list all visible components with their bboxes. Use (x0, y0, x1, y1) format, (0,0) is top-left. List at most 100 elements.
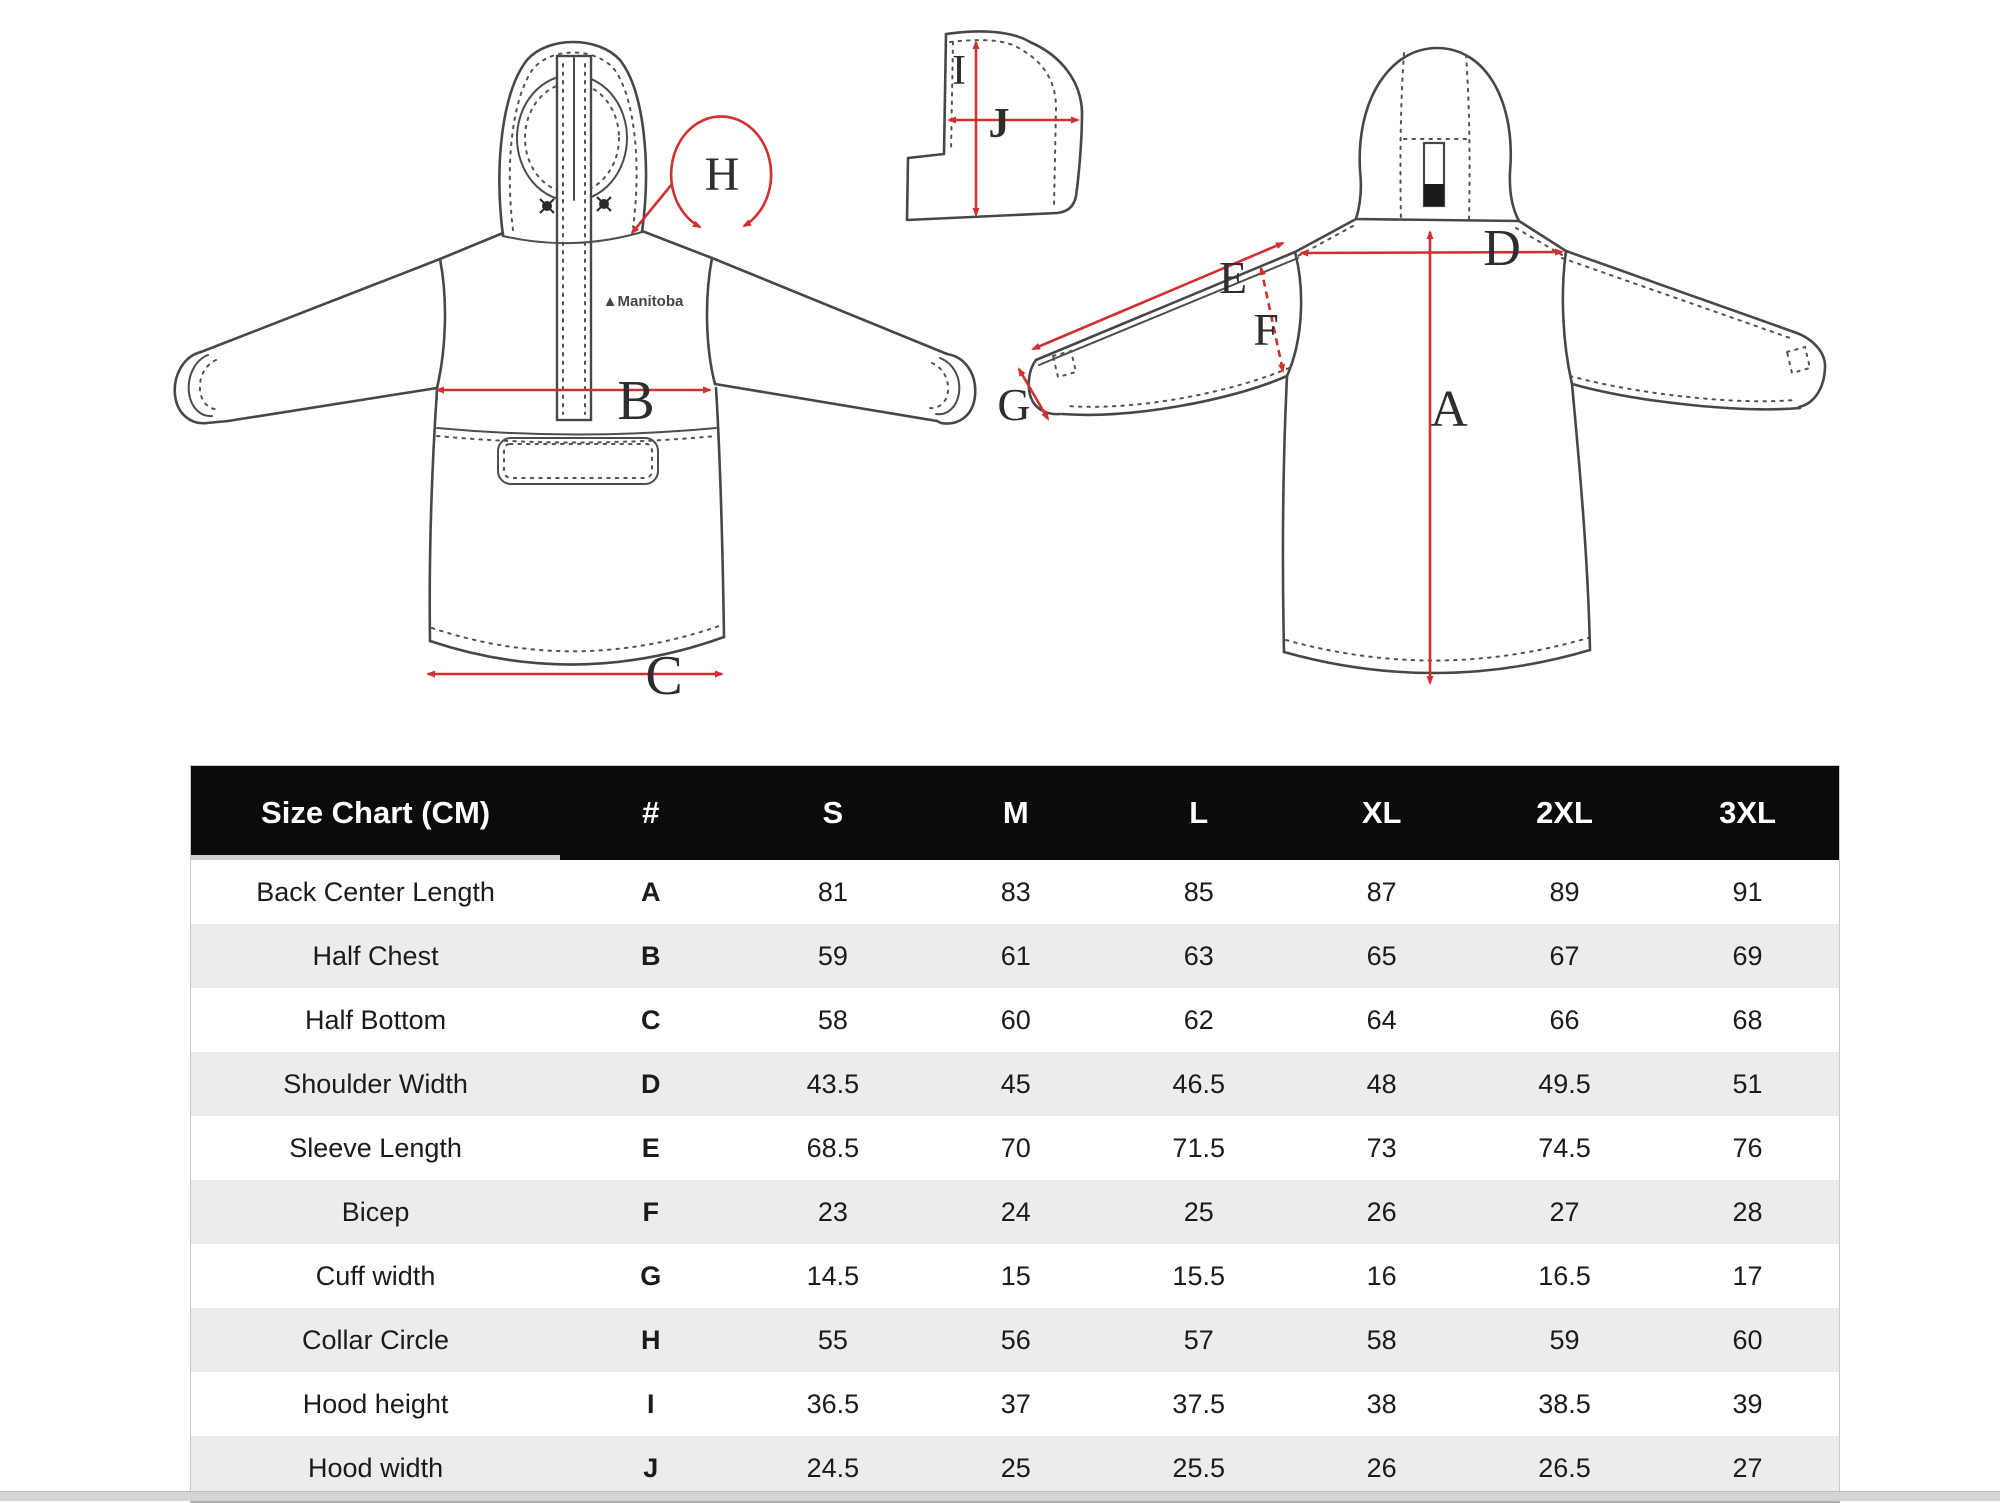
measurement-value-2xl: 16.5 (1538, 1260, 1591, 1291)
size-column-header-2xl: 2XL (1473, 766, 1657, 860)
measurement-value-m: 60 (1000, 1004, 1031, 1035)
measurement-value-xl: 87 (1366, 876, 1397, 907)
garment-measurement-diagram: ▲Manitoba B C H I (173, 30, 1827, 707)
measurement-value-m: 24 (1000, 1196, 1031, 1227)
measurement-ref: A (641, 876, 661, 907)
measurement-value-2xl: 59 (1549, 1324, 1580, 1355)
brand-logo-text: ▲Manitoba (603, 293, 684, 310)
measure-label-i: I (952, 48, 966, 94)
measurement-value-m: 45 (1000, 1068, 1031, 1099)
measurement-value-l: 71.5 (1172, 1132, 1225, 1163)
size-column-header-3xl: 3XL (1656, 766, 1839, 860)
measurement-ref: J (643, 1452, 659, 1483)
measurement-label: Cuff width (315, 1260, 436, 1291)
table-row-f: Bicep F 23 24 25 26 27 28 (191, 1180, 1839, 1244)
measurement-value-3xl: 28 (1732, 1196, 1763, 1227)
measurement-ref: B (641, 940, 661, 971)
measurement-ref: I (647, 1388, 655, 1419)
measurement-value-xl: 16 (1366, 1260, 1397, 1291)
measurement-value-l: 62 (1183, 1004, 1214, 1035)
measurement-value-l: 46.5 (1172, 1068, 1225, 1099)
measurement-value-m: 61 (1000, 940, 1031, 971)
measurement-value-xl: 48 (1366, 1068, 1397, 1099)
table-row-i: Hood height I 36.5 37 37.5 38 38.5 39 (191, 1372, 1839, 1436)
measure-arrow-e (1031, 241, 1285, 351)
hood-toggle-left-icon (539, 198, 555, 214)
measure-label-b: B (617, 370, 654, 432)
measurement-label: Half Bottom (305, 1004, 447, 1035)
measurement-value-s: 43.5 (806, 1068, 860, 1099)
measurement-value-2xl: 49.5 (1538, 1068, 1591, 1099)
measure-label-d: D (1483, 220, 1521, 277)
measure-label-f: F (1253, 304, 1279, 355)
table-row-g: Cuff width G 14.5 15 15.5 16 16.5 17 (191, 1244, 1839, 1308)
measurement-value-m: 70 (1000, 1132, 1031, 1163)
measurement-value-xl: 26 (1366, 1452, 1397, 1483)
measurement-value-3xl: 51 (1732, 1068, 1763, 1099)
measurement-value-s: 58 (817, 1004, 848, 1035)
table-row-d: Shoulder Width D 43.5 45 46.5 48 49.5 51 (191, 1052, 1839, 1116)
measurement-value-s: 14.5 (806, 1260, 860, 1291)
measurement-value-3xl: 91 (1732, 876, 1763, 907)
size-chart-body: Back Center Length A 81 83 85 87 89 91 Half Ches… (191, 860, 1839, 1500)
measure-label-e: E (1219, 252, 1247, 303)
measurement-value-3xl: 76 (1732, 1132, 1763, 1163)
measure-arrow-g (1017, 367, 1050, 421)
measurement-value-2xl: 89 (1549, 876, 1580, 907)
table-row-h: Collar Circle H 55 56 57 58 59 60 (191, 1308, 1839, 1372)
measurement-value-3xl: 68 (1732, 1004, 1763, 1035)
size-column-header-m: M (924, 766, 1108, 860)
measurement-value-3xl: 39 (1732, 1388, 1763, 1419)
measurement-label: Bicep (341, 1196, 410, 1227)
measurement-value-3xl: 27 (1732, 1452, 1763, 1483)
size-column-header-s: S (741, 766, 925, 860)
measure-arrow-f (1259, 266, 1285, 373)
measurement-value-s: 59 (817, 940, 848, 971)
measurement-value-l: 25 (1183, 1196, 1214, 1227)
measurement-value-m: 25 (1000, 1452, 1031, 1483)
measurement-value-xl: 38 (1366, 1388, 1397, 1419)
size-column-header-l: L (1107, 766, 1291, 860)
measure-label-h: H (705, 148, 740, 201)
table-row-a: Back Center Length A 81 83 85 87 89 91 (191, 860, 1839, 924)
table-row-c: Half Bottom C 58 60 62 64 66 68 (191, 988, 1839, 1052)
measurement-value-3xl: 69 (1732, 940, 1763, 971)
measurement-value-l: 25.5 (1172, 1452, 1225, 1483)
measurement-label: Half Chest (312, 940, 439, 971)
measurement-value-m: 83 (1000, 876, 1031, 907)
measurement-value-xl: 26 (1366, 1196, 1397, 1227)
measurement-value-3xl: 17 (1732, 1260, 1763, 1291)
measurement-value-s: 23 (817, 1196, 848, 1227)
measurement-value-s: 36.5 (806, 1388, 860, 1419)
measurement-value-2xl: 67 (1549, 940, 1580, 971)
measurement-value-l: 57 (1183, 1324, 1214, 1355)
measurement-value-l: 15.5 (1172, 1260, 1225, 1291)
measurement-value-2xl: 38.5 (1538, 1388, 1591, 1419)
measurement-value-2xl: 74.5 (1538, 1132, 1591, 1163)
measurement-label: Hood height (302, 1388, 449, 1419)
measurement-value-s: 81 (817, 876, 848, 907)
measurement-value-l: 37.5 (1172, 1388, 1225, 1419)
measure-label-c: C (645, 645, 682, 707)
table-row-e: Sleeve Length E 68.5 70 71.5 73 74.5 76 (191, 1116, 1839, 1180)
hood-hanger-loop (1424, 184, 1444, 206)
page-bottom-divider (0, 1491, 2000, 1501)
hood-detail-drawing: I J (905, 30, 1084, 222)
table-row-b: Half Chest B 59 61 63 65 67 69 (191, 924, 1839, 988)
measurement-value-xl: 58 (1366, 1324, 1397, 1355)
measurement-value-m: 37 (1000, 1388, 1031, 1419)
table-row-j: Hood width J 24.5 25 25.5 26 26.5 27 (191, 1436, 1839, 1500)
size-column-header-xl: XL (1290, 766, 1474, 860)
measurement-value-l: 63 (1183, 940, 1214, 971)
measure-arrow-d (1299, 248, 1564, 257)
measurement-ref: F (642, 1196, 660, 1227)
measurement-label: Sleeve Length (289, 1132, 462, 1163)
measurement-value-s: 24.5 (806, 1452, 860, 1483)
measurement-value-m: 56 (1000, 1324, 1031, 1355)
measurement-value-m: 15 (1000, 1260, 1031, 1291)
back-view-drawing: D A E F G (997, 46, 1827, 685)
measurement-value-s: 55 (817, 1324, 848, 1355)
measurement-label: Shoulder Width (283, 1068, 468, 1099)
measurement-ref: E (641, 1132, 660, 1163)
